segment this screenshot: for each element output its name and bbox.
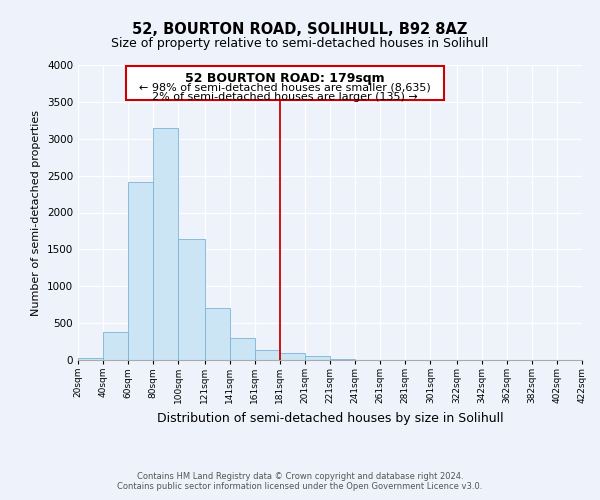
- Bar: [178, 239, 205, 360]
- Text: 52 BOURTON ROAD: 179sqm: 52 BOURTON ROAD: 179sqm: [185, 72, 385, 86]
- Y-axis label: Number of semi-detached properties: Number of semi-detached properties: [31, 110, 41, 316]
- Text: 2% of semi-detached houses are larger (135) →: 2% of semi-detached houses are larger (1…: [152, 92, 418, 102]
- Bar: [230, 338, 255, 360]
- Text: ← 98% of semi-detached houses are smaller (8,635): ← 98% of semi-detached houses are smalle…: [139, 82, 431, 92]
- Bar: [280, 354, 305, 360]
- Bar: [255, 350, 280, 360]
- Bar: [128, 182, 153, 360]
- X-axis label: Distribution of semi-detached houses by size in Solihull: Distribution of semi-detached houses by …: [157, 412, 503, 424]
- Bar: [305, 356, 330, 360]
- Bar: [205, 308, 230, 360]
- Bar: [78, 358, 103, 360]
- Bar: [153, 128, 178, 360]
- Bar: [103, 332, 128, 360]
- Text: Contains public sector information licensed under the Open Government Licence v3: Contains public sector information licen…: [118, 482, 482, 491]
- Text: Contains HM Land Registry data © Crown copyright and database right 2024.: Contains HM Land Registry data © Crown c…: [137, 472, 463, 481]
- Text: 52, BOURTON ROAD, SOLIHULL, B92 8AZ: 52, BOURTON ROAD, SOLIHULL, B92 8AZ: [133, 22, 467, 38]
- FancyBboxPatch shape: [125, 66, 444, 100]
- Text: Size of property relative to semi-detached houses in Solihull: Size of property relative to semi-detach…: [112, 38, 488, 51]
